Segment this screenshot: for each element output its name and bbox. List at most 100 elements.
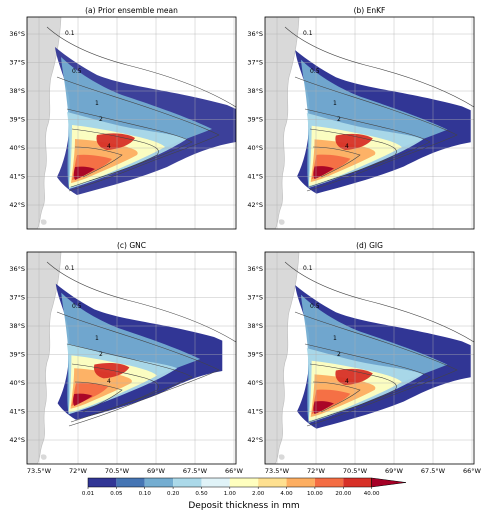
- deposit-band: [96, 133, 135, 150]
- longitude-label: 67.5°W: [421, 467, 446, 475]
- isopach-line: [74, 146, 123, 178]
- colorbar-tick-label: 1.00: [224, 491, 237, 497]
- isopach-line: [56, 76, 220, 192]
- isopach-line: [294, 311, 458, 427]
- island: [278, 454, 285, 460]
- latitude-label: 39°S: [9, 116, 25, 124]
- isopach-label: 2: [337, 116, 341, 123]
- longitude-label: 69°W: [147, 467, 166, 475]
- isopach-label: 0.1: [303, 30, 313, 37]
- latitude-label: 36°S: [9, 265, 25, 273]
- longitude-label: 67.5°W: [183, 467, 208, 475]
- isopach-line: [309, 363, 397, 417]
- isopach-line: [294, 76, 458, 192]
- isopach-label: 2: [337, 351, 341, 358]
- isopach-label: 1: [333, 335, 337, 342]
- island: [278, 219, 285, 225]
- longitude-label: 72°W: [307, 467, 326, 475]
- latitude-label: 38°S: [9, 87, 25, 95]
- latitude-label: 37°S: [247, 59, 263, 67]
- colorbar-label: Deposit thickness in mm: [188, 501, 299, 511]
- land-mass: [265, 17, 300, 229]
- isopach-label: 1: [95, 335, 99, 342]
- colorbar-swatch: [88, 478, 117, 487]
- colorbar-swatch: [343, 478, 372, 487]
- colorbar-swatch: [371, 477, 407, 488]
- latitude-label: 36°S: [247, 265, 263, 273]
- map-frame: [264, 16, 475, 230]
- isopach-contours: 0.1 0.5 1 2 4: [46, 26, 236, 192]
- latitude-label: 42°S: [9, 201, 25, 209]
- isopach-label: 4: [107, 143, 111, 150]
- latitude-label: 41°S: [247, 173, 263, 181]
- isopach-line: [312, 381, 361, 413]
- latitude-label: 39°S: [9, 351, 25, 359]
- colorbar-tick-label: 0.01: [82, 491, 94, 497]
- colorbar-swatch: [173, 478, 202, 487]
- panel-title: (a) Prior ensemble mean: [85, 6, 178, 15]
- colorbar-tick-label: 0.20: [167, 491, 180, 497]
- isopach-line: [74, 381, 123, 413]
- map-frame: [26, 251, 237, 465]
- latitude-label: 36°S: [247, 30, 263, 38]
- isopach-label: 2: [99, 351, 103, 358]
- isopach-line: [46, 26, 236, 108]
- land-mass: [27, 252, 62, 464]
- isopach-label: 0.5: [310, 303, 320, 310]
- isopach-line: [284, 26, 474, 108]
- latitude-label: 37°S: [9, 59, 25, 67]
- map-frame: [26, 16, 237, 230]
- longitude-label: 66°W: [463, 467, 482, 475]
- colorbar-tick-label: 0.05: [110, 491, 123, 497]
- latitude-label: 40°S: [247, 144, 263, 152]
- colorbar: 0.01 0.05 0.10 0.20 0.50 1.00 2.00 4.00 10.00 20.…: [82, 477, 407, 511]
- latitude-label: 40°S: [9, 379, 25, 387]
- latitude-label: 36°S: [9, 30, 25, 38]
- colorbar-swatch: [116, 478, 145, 487]
- island: [30, 447, 38, 454]
- graticule: [27, 252, 236, 464]
- isopach-line: [309, 128, 397, 182]
- longitude-label: 70.5°W: [343, 467, 368, 475]
- isopach-label: 0.5: [72, 68, 82, 75]
- longitude-label: 72°W: [69, 467, 88, 475]
- longitude-label: 73.5°W: [265, 467, 290, 475]
- panel-title: (d) GIG: [356, 241, 383, 250]
- map-panel-b: (b) EnKF 0.1 0.5 1 2 4 36°S 37°S 38°S 39°S 40°S 41°…: [247, 6, 475, 230]
- colorbar-swatch: [144, 478, 174, 487]
- isopach-contours: 0.1 0.5 1 2 4: [284, 26, 474, 192]
- latitude-label: 37°S: [9, 294, 25, 302]
- deposit-band: [335, 133, 373, 151]
- latitude-label: 42°S: [247, 201, 263, 209]
- isopach-line: [71, 363, 159, 417]
- panel-title: (c) GNC: [117, 241, 146, 250]
- isopach-line: [56, 311, 220, 427]
- isopach-label: 2: [99, 116, 103, 123]
- island: [40, 219, 47, 225]
- island: [268, 447, 276, 454]
- island: [40, 454, 47, 460]
- colorbar-tick-label: 0.10: [139, 491, 152, 497]
- land-mass: [265, 252, 300, 464]
- map-panel-a: (a) Prior ensemble mean 0.1 0.5 1 2 4 36°S 37°S…: [9, 6, 237, 230]
- colorbar-swatch: [258, 478, 287, 487]
- colorbar-tick-label: 4.00: [280, 491, 293, 497]
- latitude-label: 42°S: [247, 436, 263, 444]
- colorbar-tick-label: 10.00: [307, 491, 323, 497]
- isopach-line: [284, 261, 474, 343]
- deposit-band: [313, 401, 334, 415]
- isopach-label: 4: [345, 143, 349, 150]
- isopach-label: 0.1: [65, 30, 75, 37]
- map-panel-c: (c) GNC 0.1 0.5 1 2 4 36°S 37°S 38°S 39°S 40°S 41°S…: [9, 241, 243, 475]
- latitude-label: 38°S: [247, 87, 263, 95]
- colorbar-tick-label: 40.00: [364, 491, 380, 497]
- isopach-label: 4: [345, 378, 349, 385]
- isopach-label: 4: [107, 378, 111, 385]
- deposit-band: [93, 363, 130, 379]
- colorbar-swatch: [286, 478, 315, 487]
- latitude-label: 37°S: [247, 294, 263, 302]
- colorbar-tick-label: 2.00: [252, 491, 265, 497]
- latitude-label: 39°S: [247, 116, 263, 124]
- isopach-contours: 0.1 0.5 1 2 4: [46, 261, 236, 427]
